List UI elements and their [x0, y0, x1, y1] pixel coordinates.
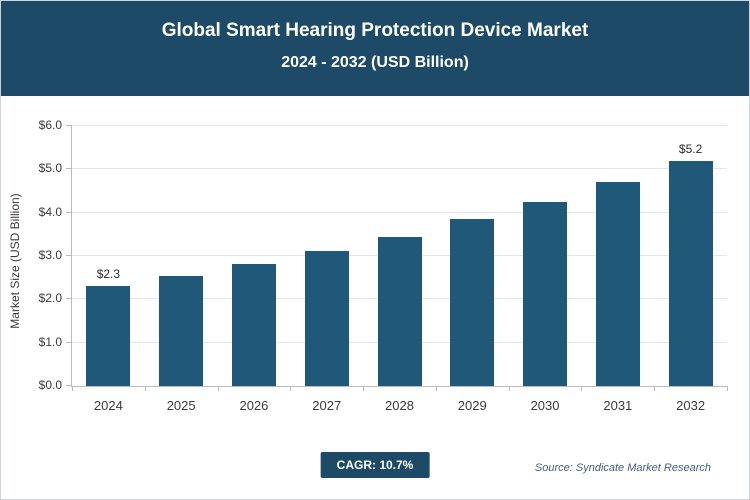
bar	[86, 286, 131, 386]
x-tick-label: 2025	[166, 398, 196, 413]
x-tick-mark	[217, 386, 219, 391]
y-tick-mark	[66, 125, 72, 126]
bar	[304, 250, 349, 386]
x-tick-label: 2031	[603, 398, 633, 413]
y-tick-label: $0.0	[38, 378, 62, 392]
bar	[668, 160, 713, 386]
x-tick-mark	[435, 386, 437, 391]
x-tick-mark	[727, 386, 728, 391]
x-tick-mark	[144, 386, 146, 391]
x-tick-mark	[363, 386, 365, 391]
x-tick-mark	[72, 386, 73, 391]
x-tick-mark	[654, 386, 656, 391]
x-tick-label: 2026	[239, 398, 269, 413]
gridline	[72, 211, 727, 213]
x-tick-label: 2032	[676, 398, 706, 413]
bar	[595, 182, 640, 386]
y-tick-mark	[66, 211, 72, 213]
footer: CAGR: 10.7% Source: Syndicate Market Res…	[1, 444, 749, 499]
chart: Market Size (USD Billion) $0.0 $1.0 $2.0 $3…	[1, 96, 749, 446]
x-tick-label: 2029	[457, 398, 487, 413]
bar-value-label: $2.3	[96, 267, 121, 282]
gridline	[72, 125, 727, 126]
y-tick-label: $3.0	[38, 248, 62, 262]
y-tick-label: $1.0	[38, 334, 62, 349]
x-tick-label: 2028	[385, 398, 414, 413]
y-tick-label: $4.0	[38, 204, 62, 219]
x-tick-label: 2027	[312, 398, 342, 413]
bar	[450, 219, 495, 386]
y-tick-mark	[66, 255, 72, 256]
x-tick-label: 2030	[530, 398, 560, 413]
source-text: Source: Syndicate Market Research	[534, 462, 711, 474]
header: Global Smart Hearing Protection Device M…	[1, 1, 749, 96]
bar	[377, 236, 422, 386]
bar	[159, 275, 204, 386]
y-tick-mark	[66, 385, 72, 386]
bar-value-label: $5.2	[678, 141, 703, 156]
plot-area: $0.0 $1.0 $2.0 $3.0 $4.0 $5.0 $6.0 $2.3 2024 2025…	[39, 118, 728, 413]
chart-title-line-2: 2024 - 2032 (USD Billion)	[281, 54, 469, 71]
cagr-badge: CAGR: 10.7%	[320, 452, 430, 478]
y-tick-mark	[66, 341, 72, 343]
y-tick-mark	[66, 298, 72, 300]
x-tick-label: 2024	[93, 398, 123, 413]
bar	[231, 263, 276, 386]
x-tick-mark	[290, 386, 292, 391]
y-tick-mark	[66, 168, 72, 170]
y-tick-label: $5.0	[38, 161, 62, 176]
y-tick-label: $2.0	[38, 291, 62, 306]
y-tick-label: $6.0	[38, 118, 62, 132]
gridline	[72, 168, 727, 170]
chart-title-line-1: Global Smart Hearing Protection Device M…	[161, 20, 589, 41]
x-tick-mark	[508, 386, 510, 391]
x-tick-mark	[581, 386, 583, 391]
bar	[523, 201, 568, 386]
